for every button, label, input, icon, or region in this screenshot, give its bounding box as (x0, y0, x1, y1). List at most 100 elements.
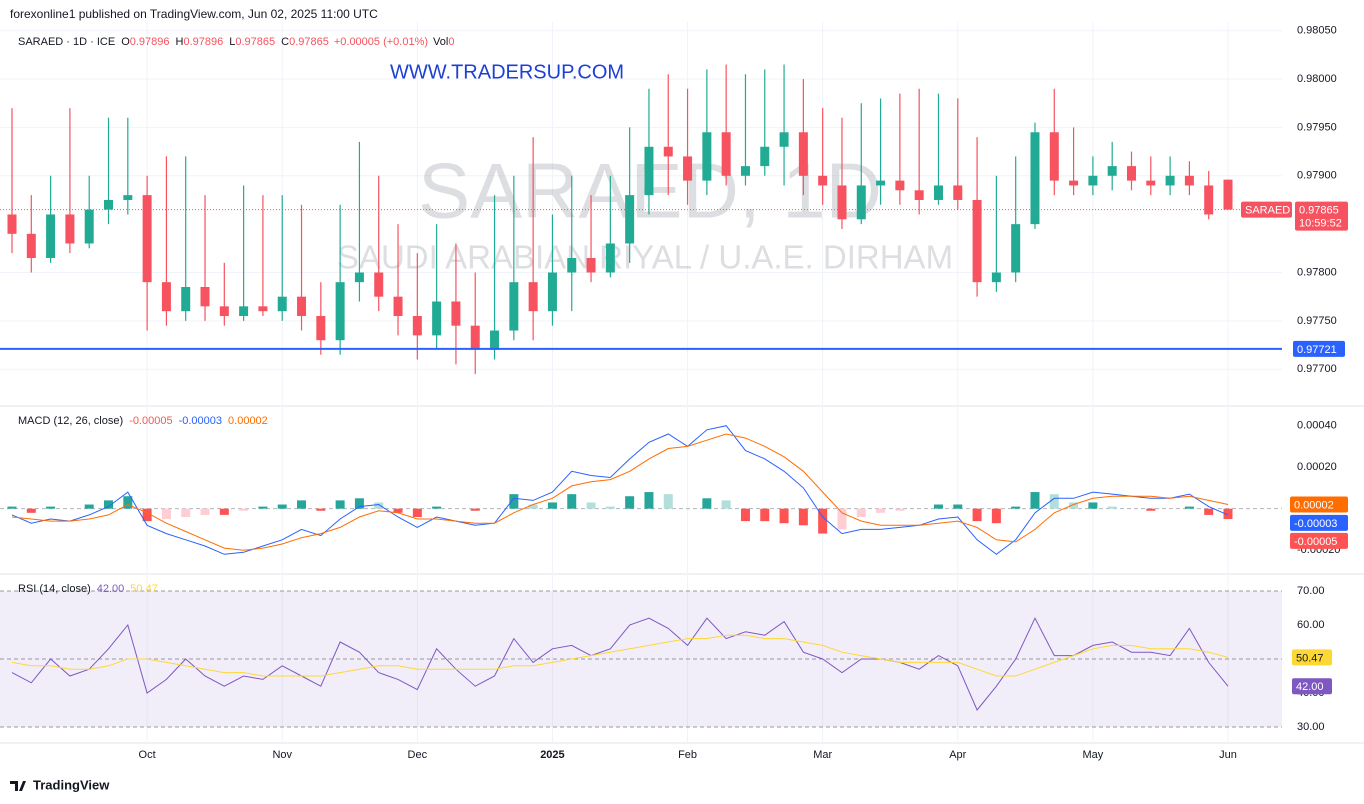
histogram-bar (161, 508, 171, 520)
x-tick-label: Apr (949, 749, 966, 761)
histogram-bar (605, 506, 615, 509)
symbol-tag: SARAED (1245, 205, 1290, 217)
histogram-bar (1107, 506, 1117, 509)
legend-title: MACD (12, 26, close) (18, 415, 123, 427)
candle-body (586, 257, 596, 273)
legend-value: 0.97896 (183, 36, 223, 48)
histogram-bar (547, 502, 557, 509)
histogram-bar (1223, 508, 1233, 520)
candle-body (26, 233, 36, 258)
candle-body (914, 190, 924, 200)
histogram-tag: -0.00005 (1294, 536, 1337, 548)
legend-title: RSI (14, close) (18, 583, 91, 595)
histogram-bar (1030, 492, 1040, 509)
y-tick-label: 60.00 (1297, 619, 1325, 631)
rsi-tag-bg (1292, 678, 1332, 695)
histogram-bar (1204, 508, 1214, 515)
histogram-bar (586, 502, 596, 509)
histogram-bar (104, 500, 114, 509)
x-tick-label: May (1082, 749, 1103, 761)
histogram-bar (277, 504, 287, 509)
candle-body (1204, 185, 1214, 215)
price-tag: 0.97865 (1299, 205, 1339, 217)
x-tick-label: 2025 (540, 749, 564, 761)
candle-body (451, 301, 461, 326)
price-legend: SARAED · 1D · ICE O0.97896 H0.97896 L0.9786… (18, 36, 454, 48)
macd-legend: MACD (12, 26, close) -0.00005 -0.00003 0.00… (18, 415, 268, 427)
histogram-bar (760, 508, 770, 522)
candle-body (123, 195, 133, 200)
histogram-bar (798, 508, 808, 526)
candle-body (258, 306, 268, 312)
candle-body (65, 214, 75, 244)
candle-body (470, 325, 480, 350)
rsi-ma-tag: 50.47 (1296, 652, 1324, 664)
histogram-bar (644, 492, 654, 509)
histogram-bar (393, 508, 403, 513)
candle-body (181, 287, 191, 312)
level-tag-bg (1293, 340, 1345, 357)
candle-body (972, 199, 982, 283)
histogram-bar (335, 500, 345, 509)
histogram-bar (663, 494, 673, 509)
candle-body (721, 132, 731, 176)
histogram-bar (1069, 502, 1079, 509)
logo-icon (10, 781, 26, 791)
x-tick-label: Oct (139, 749, 156, 761)
legend-value: 0.97865 (235, 36, 275, 48)
histogram-bar (432, 506, 442, 509)
histogram-bar (46, 506, 56, 509)
candle-body (374, 272, 384, 297)
candle-body (683, 156, 693, 181)
rsi-legend: RSI (14, close) 42.00 50.47 (18, 583, 158, 595)
candle-body (161, 282, 171, 312)
candle-body (760, 146, 770, 167)
histogram-bar (837, 508, 847, 530)
legend-key: O (121, 36, 130, 48)
candle-body (297, 296, 307, 317)
legend-symbol: SARAED · 1D · ICE (18, 36, 115, 48)
candle-body (200, 287, 210, 307)
candle-body (1126, 166, 1136, 181)
histogram-bar (702, 498, 712, 509)
candle-body (1107, 166, 1117, 176)
candle-body (1069, 180, 1079, 186)
rsi-ma-tag-bg (1292, 649, 1332, 666)
y-tick-label: 0.98000 (1297, 73, 1337, 85)
candle-body (219, 306, 229, 317)
candle-body (663, 146, 673, 157)
candle-body (316, 316, 326, 341)
candle-body (740, 166, 750, 176)
candle-body (895, 180, 905, 191)
candle-body (933, 185, 943, 200)
macd-tag-bg (1290, 514, 1348, 531)
candle-body (1184, 175, 1194, 186)
macd-line (11, 425, 1229, 555)
histogram-bar (933, 504, 943, 509)
histogram-bar (509, 494, 519, 509)
x-tick-label: Feb (678, 749, 697, 761)
macd-tag: -0.00003 (1294, 518, 1337, 530)
y-tick-label: 0.00040 (1297, 420, 1337, 432)
candle-body (46, 214, 56, 258)
footer-brand: TradingView (33, 777, 110, 792)
candle-body (277, 296, 287, 312)
histogram-bar (740, 508, 750, 522)
candle-body (393, 296, 403, 317)
tradingview-logo (10, 781, 26, 791)
legend-volume: 0 (448, 36, 454, 48)
legend-value: 0.97865 (289, 36, 329, 48)
y-tick-label: 70.00 (1297, 585, 1325, 597)
candle-body (876, 180, 886, 186)
rsi-tag: 42.00 (1296, 681, 1324, 693)
candle-body (104, 199, 114, 210)
level-tag: 0.97721 (1297, 344, 1337, 356)
candle-body (625, 195, 635, 244)
legend-rsi-ma: 50.47 (130, 583, 158, 595)
y-tick-label: 0.98050 (1297, 25, 1337, 37)
candle-body (509, 282, 519, 331)
x-tick-label: Dec (408, 749, 428, 761)
histogram-bar (7, 506, 17, 509)
histogram-bar (972, 508, 982, 522)
y-tick-label: 30.00 (1297, 721, 1325, 733)
